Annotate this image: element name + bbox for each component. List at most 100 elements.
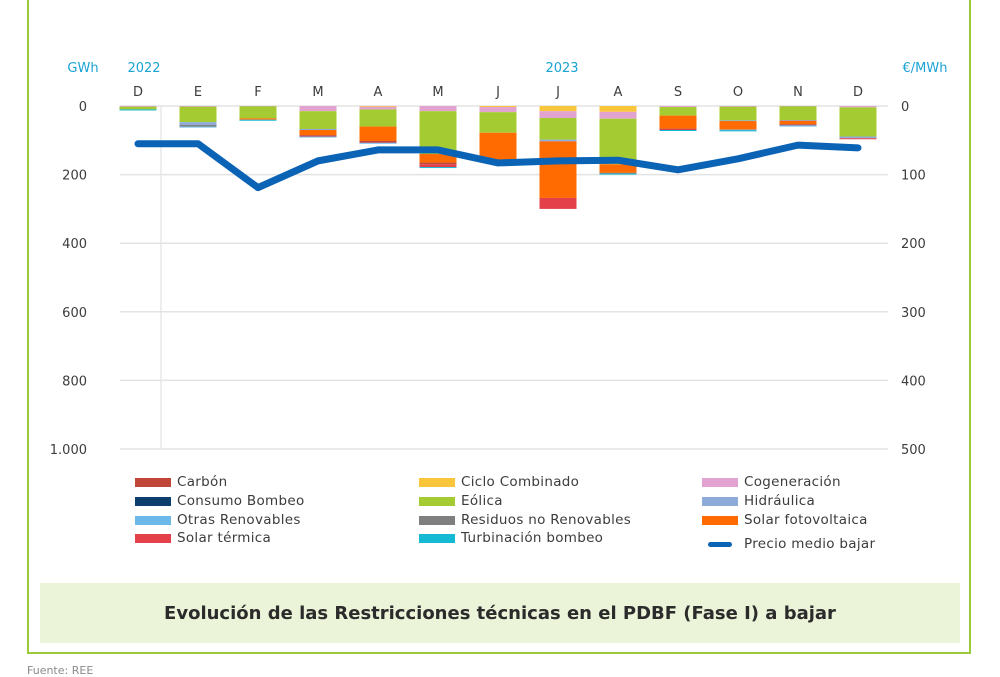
bar-segment <box>420 164 457 167</box>
legend-label: Residuos no Renovables <box>461 512 631 528</box>
bar-segment <box>480 107 517 112</box>
bar-segment <box>420 167 457 168</box>
bar-segment <box>180 107 217 122</box>
bar-segment <box>180 125 217 127</box>
legend: Carbón Consumo Bombeo Otras Renovables S… <box>0 472 1000 562</box>
bar-segment <box>480 133 517 160</box>
bar-segment <box>300 106 337 111</box>
bar-segment <box>540 118 577 140</box>
y-tick-left: 200 <box>62 169 87 184</box>
bar-segment <box>180 127 217 128</box>
y-tick-left: 1.000 <box>50 443 87 458</box>
x-tick-label: M <box>312 85 323 100</box>
legend-item-otras-renovables: Otras Renovables <box>135 512 301 528</box>
bar-segment <box>780 106 817 120</box>
bar-segment <box>360 109 397 126</box>
bar-segment <box>180 122 217 125</box>
bar-segment <box>540 106 577 111</box>
legend-label: Ciclo Combinado <box>461 474 579 490</box>
bar-segment <box>540 198 577 209</box>
bar-segment <box>600 174 637 175</box>
legend-label: Cogeneración <box>744 474 841 490</box>
legend-item-ciclo-combinado: Ciclo Combinado <box>419 474 579 490</box>
legend-item-hidraulica: Hidráulica <box>702 493 815 509</box>
bar-segment <box>660 107 697 116</box>
y-axis-label-right: €/MWh <box>903 61 948 76</box>
legend-item-eolica: Eólica <box>419 493 503 509</box>
legend-line-swatch <box>708 542 732 547</box>
y-tick-right: 300 <box>901 306 926 321</box>
legend-label: Turbinación bombeo <box>461 530 603 546</box>
bar-segment <box>840 138 877 139</box>
bar-segment <box>300 130 337 135</box>
bar-segment <box>300 129 337 130</box>
bar-segment <box>660 116 697 129</box>
bar-segment <box>660 130 697 131</box>
bar-segment <box>420 106 457 111</box>
bar-segment <box>240 120 277 121</box>
x-tick-label: S <box>674 85 682 100</box>
x-tick-label: M <box>432 85 443 100</box>
y-tick-left: 600 <box>62 306 87 321</box>
bar-segment <box>780 124 817 125</box>
legend-swatch <box>702 497 738 506</box>
bar-segment <box>300 111 337 129</box>
bar-segment <box>240 118 277 119</box>
bar-segment <box>840 107 877 136</box>
x-tick-label: F <box>254 85 261 100</box>
bar-segment <box>840 137 877 139</box>
bar-segment <box>540 111 577 118</box>
y-tick-right: 200 <box>901 237 926 252</box>
bar-segment <box>840 106 877 107</box>
legend-swatch <box>419 497 455 506</box>
y-tick-right: 500 <box>901 443 926 458</box>
y-tick-right: 400 <box>901 374 926 389</box>
legend-item-cogeneracion: Cogeneración <box>702 474 841 490</box>
chart-caption: Evolución de las Restricciones técnicas … <box>40 583 960 643</box>
legend-item-precio-medio-bajar: Precio medio bajar <box>702 536 875 552</box>
y-tick-right: 0 <box>901 100 909 115</box>
bar-segment <box>120 109 157 110</box>
bar-segment <box>420 163 457 165</box>
bar-segment <box>480 106 517 107</box>
legend-swatch <box>135 497 171 506</box>
bar-segment <box>600 112 637 119</box>
x-tick-label: J <box>495 85 500 100</box>
chart: 02004006008001.0000100200300400500GWh€/M… <box>0 0 1000 470</box>
bar-segment <box>120 107 157 110</box>
bar-segment <box>540 140 577 142</box>
y-tick-left: 0 <box>79 100 87 115</box>
y-axis-label-left: GWh <box>67 61 98 76</box>
x-tick-label: D <box>133 85 143 100</box>
legend-item-solar-termica: Solar térmica <box>135 530 271 546</box>
bar-segment <box>360 143 397 144</box>
y-tick-right: 100 <box>901 169 926 184</box>
bar-segment <box>720 130 757 131</box>
legend-item-carbon: Carbón <box>135 474 227 490</box>
x-tick-label: D <box>853 85 863 100</box>
x-tick-label: O <box>733 85 743 100</box>
x-tick-label: A <box>374 85 383 100</box>
legend-item-solar-fotovoltaica: Solar fotovoltaica <box>702 512 868 528</box>
bar-segment <box>720 107 757 121</box>
legend-swatch <box>419 534 455 543</box>
y-tick-left: 400 <box>62 237 87 252</box>
bar-segment <box>780 126 817 127</box>
legend-label: Carbón <box>177 474 227 490</box>
bar-segment <box>360 141 397 142</box>
bar-segment <box>720 121 757 130</box>
bar-segment <box>660 106 697 107</box>
bar-segment <box>480 112 517 133</box>
legend-swatch <box>419 478 455 487</box>
legend-item-consumo-bombeo: Consumo Bombeo <box>135 493 305 509</box>
x-tick-label: E <box>194 85 202 100</box>
x-tick-label: N <box>793 85 803 100</box>
x-tick-label: J <box>555 85 560 100</box>
legend-label: Solar térmica <box>177 530 271 546</box>
legend-label: Hidráulica <box>744 493 815 509</box>
legend-label: Consumo Bombeo <box>177 493 305 509</box>
legend-item-residuos: Residuos no Renovables <box>419 512 631 528</box>
legend-label: Eólica <box>461 493 503 509</box>
bar-segment <box>360 127 397 141</box>
bar-segment <box>600 106 637 112</box>
